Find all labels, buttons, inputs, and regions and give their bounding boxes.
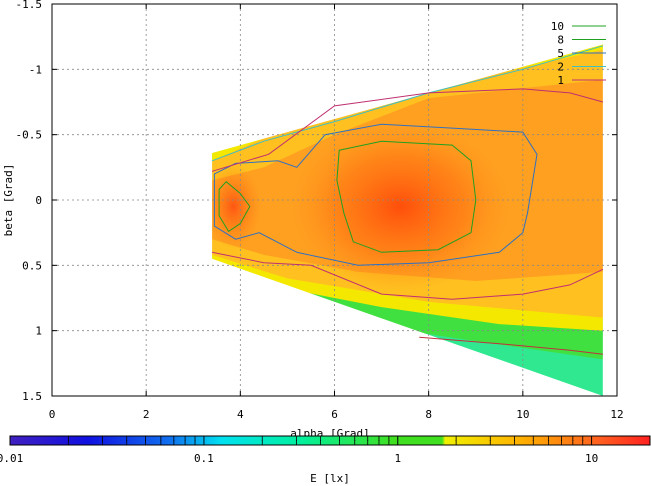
colorbar-gradient (9, 435, 651, 446)
y-tick-label: -1 (29, 63, 42, 76)
heat-peak-left (205, 164, 262, 249)
y-tick-label: 1.5 (22, 390, 42, 403)
y-tick-label: 0 (35, 194, 42, 207)
contour-1-lower (212, 251, 604, 300)
contour-lines (211, 45, 604, 355)
y-tick-label: -0.5 (16, 129, 43, 142)
contour-2 (211, 45, 604, 162)
colorbar-label: E [lx] (310, 472, 350, 485)
colorbar-tick-label: 0.01 (0, 452, 23, 465)
x-tick-label: 2 (143, 408, 150, 421)
contour-1-upper (211, 88, 604, 172)
colorbar (9, 435, 651, 446)
x-axis-ticks: 0 2 4 6 8 10 12 (49, 4, 624, 421)
colorbar-tick-label: 1 (394, 452, 401, 465)
y-tick-label: 1 (35, 325, 42, 338)
legend-entry-label: 10 (551, 20, 564, 33)
legend-entry-label: 8 (557, 34, 564, 47)
outside-region-bottom (212, 258, 603, 396)
x-tick-label: 6 (331, 408, 338, 421)
y-tick-label: -1.5 (16, 0, 43, 11)
contour-10-left (218, 181, 251, 233)
heat-peak-center (290, 121, 511, 292)
x-tick-label: 10 (516, 408, 529, 421)
colorbar-ticks: 0.01 0.1 1 10 (0, 436, 651, 465)
contour-8-center (336, 140, 477, 253)
colorbar-tick-label: 10 (585, 452, 598, 465)
legend-entry-label: 5 (557, 47, 564, 60)
y-tick-label: 0.5 (22, 259, 42, 272)
x-tick-label: 8 (425, 408, 432, 421)
y-axis-ticks: -1.5 -1 -0.5 0 0.5 1 1.5 (16, 0, 617, 403)
y-axis-label: beta [Grad] (2, 164, 15, 237)
contour-1-bottom (419, 336, 603, 355)
legend-entry-label: 2 (557, 61, 564, 74)
colorbar-tick-label: 0.1 (194, 452, 214, 465)
legend-entry-label: 1 (557, 74, 564, 87)
x-tick-label: 12 (610, 408, 623, 421)
contour-5 (213, 123, 538, 266)
x-tick-label: 0 (49, 408, 56, 421)
x-tick-label: 4 (237, 408, 244, 421)
outside-region-top (52, 4, 617, 153)
outside-region-right (602, 4, 617, 396)
